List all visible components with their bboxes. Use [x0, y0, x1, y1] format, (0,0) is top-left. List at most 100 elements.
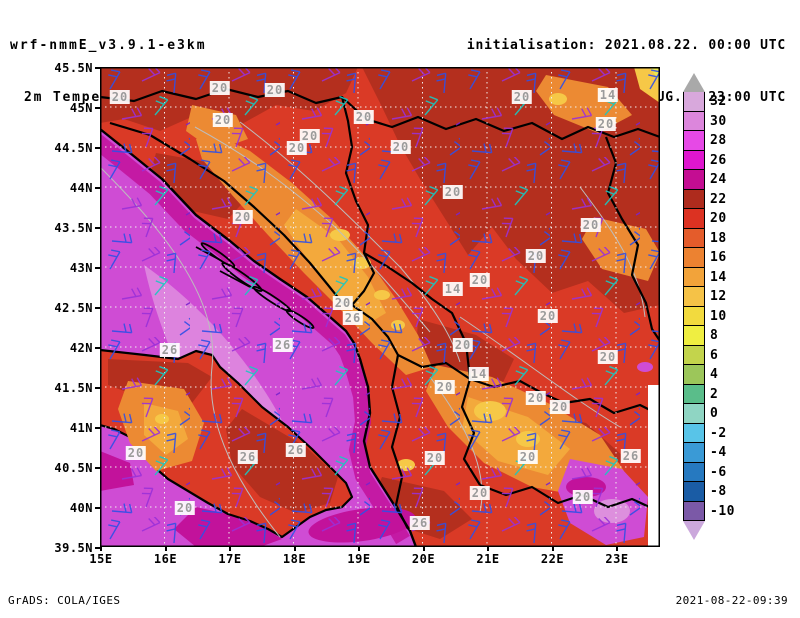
- lat-tick-label: 41N: [44, 421, 100, 435]
- contour-label: 26: [342, 311, 364, 325]
- contour-label: 20: [434, 380, 456, 394]
- legend-swatch: [683, 345, 705, 365]
- tick-mark: [164, 547, 167, 551]
- map-frame: [100, 67, 660, 547]
- contour-label: 20: [212, 113, 234, 127]
- contour-label-layer: 20 20 20 20 20 20 20 20 20 14 20 20 20 20 20 20 14 20 26 26…: [100, 67, 660, 547]
- lat-tick-label: 43N: [44, 261, 100, 275]
- legend-value: 2: [710, 386, 719, 402]
- legend-swatch: [683, 92, 705, 112]
- legend-row: 18: [683, 228, 735, 248]
- legend-swatch: [683, 482, 705, 502]
- legend-row: -10: [683, 501, 735, 521]
- tick-mark: [487, 547, 489, 551]
- tick-mark: [95, 106, 100, 109]
- tick-mark: [95, 346, 100, 349]
- grads-credit: GrADS: COLA/IGES: [8, 594, 121, 607]
- longitude-axis: 15E 16E 17E 18E 19E 20E 21E 22E 23E: [81, 547, 637, 567]
- contour-label: 20: [549, 400, 571, 414]
- latitude-axis: 45.5N 45N 44.5N 44N 43.5N 43N 42.5N 42N 41.5N 41N…: [44, 61, 100, 555]
- contour-label: 20: [286, 141, 308, 155]
- lon-tick-label: 16E: [146, 547, 186, 567]
- legend-value: 20: [710, 211, 727, 227]
- legend-value: -8: [710, 484, 727, 500]
- contour-label: 20: [264, 83, 286, 97]
- legend-value: 22: [710, 191, 727, 207]
- legend-row: 2: [683, 384, 735, 404]
- contour-label: 20: [452, 338, 474, 352]
- legend-swatch: [683, 150, 705, 170]
- init-time: initialisation: 2021.08.22. 00:00 UTC: [466, 38, 786, 53]
- contour-label: 20: [511, 90, 533, 104]
- contour-label: 20: [424, 451, 446, 465]
- lat-tick-label: 44N: [44, 181, 100, 195]
- tick-mark: [95, 506, 100, 509]
- contour-label: 20: [299, 129, 321, 143]
- legend-swatch: [683, 306, 705, 326]
- legend-value: 24: [710, 172, 727, 188]
- legend-row: 20: [683, 209, 735, 229]
- legend-swatch: [683, 404, 705, 424]
- wind-barb-field: [100, 67, 660, 547]
- contour-label: 26: [237, 450, 259, 464]
- legend-value: -4: [710, 445, 727, 461]
- lon-tick-label: 23E: [597, 547, 637, 567]
- contour-label: 20: [525, 391, 547, 405]
- legend-row: 0: [683, 404, 735, 424]
- legend-row: 30: [683, 111, 735, 131]
- contour-label: 14: [468, 367, 490, 381]
- tick-mark: [95, 466, 100, 469]
- tick-mark: [229, 547, 231, 551]
- domain-edge-gap: [648, 385, 660, 547]
- contour-label: 20: [525, 249, 547, 263]
- contour-label: 14: [597, 88, 619, 102]
- legend-value: 0: [710, 406, 719, 422]
- legend-row: 6: [683, 345, 735, 365]
- legend-value: 4: [710, 367, 719, 383]
- contour-label: 20: [232, 210, 254, 224]
- tick-mark: [95, 306, 100, 309]
- legend-swatch: [683, 170, 705, 190]
- lat-tick-label: 43.5N: [44, 221, 100, 235]
- contour-label: 26: [272, 338, 294, 352]
- tick-mark: [95, 426, 100, 429]
- legend-swatch: [683, 209, 705, 229]
- tick-mark: [616, 547, 618, 551]
- legend-value: 12: [710, 289, 727, 305]
- creation-timestamp: 2021-08-22-09:39: [675, 594, 788, 607]
- tick-mark: [100, 547, 102, 551]
- legend-row: 10: [683, 306, 735, 326]
- legend-swatch: [683, 443, 705, 463]
- map-panel: 20 20 20 20 20 20 20 20 20 14 20 20 20 20 20 20 14 20 26 26…: [100, 67, 660, 547]
- contour-label: 20: [390, 140, 412, 154]
- lon-tick-label: 20E: [404, 547, 444, 567]
- legend-swatch: [683, 423, 705, 443]
- legend-value: 6: [710, 347, 719, 363]
- colorbar-legend: 32 30 28 26 24 22: [683, 92, 735, 521]
- legend-row: 16: [683, 248, 735, 268]
- legend-value: -6: [710, 464, 727, 480]
- legend-row: 28: [683, 131, 735, 151]
- tick-mark: [95, 66, 100, 69]
- lat-tick-label: 42.5N: [44, 301, 100, 315]
- contour-label: 26: [285, 443, 307, 457]
- legend-value: 26: [710, 152, 727, 168]
- legend-value: 14: [710, 269, 727, 285]
- lon-tick-label: 18E: [275, 547, 315, 567]
- tick-mark: [551, 547, 554, 551]
- contour-label: 20: [109, 90, 131, 104]
- legend-swatch: [683, 384, 705, 404]
- legend-row: -4: [683, 443, 735, 463]
- legend-value: 16: [710, 250, 727, 266]
- contour-label: 26: [159, 343, 181, 357]
- legend-row: 14: [683, 267, 735, 287]
- legend-value: 8: [710, 328, 719, 344]
- legend-value: 30: [710, 113, 727, 129]
- tick-mark: [95, 226, 100, 229]
- lat-tick-label: 45.5N: [44, 61, 100, 75]
- legend-swatch: [683, 228, 705, 248]
- lon-tick-label: 21E: [468, 547, 508, 567]
- lat-tick-label: 41.5N: [44, 381, 100, 395]
- tick-mark: [95, 546, 100, 549]
- legend-swatch: [683, 365, 705, 385]
